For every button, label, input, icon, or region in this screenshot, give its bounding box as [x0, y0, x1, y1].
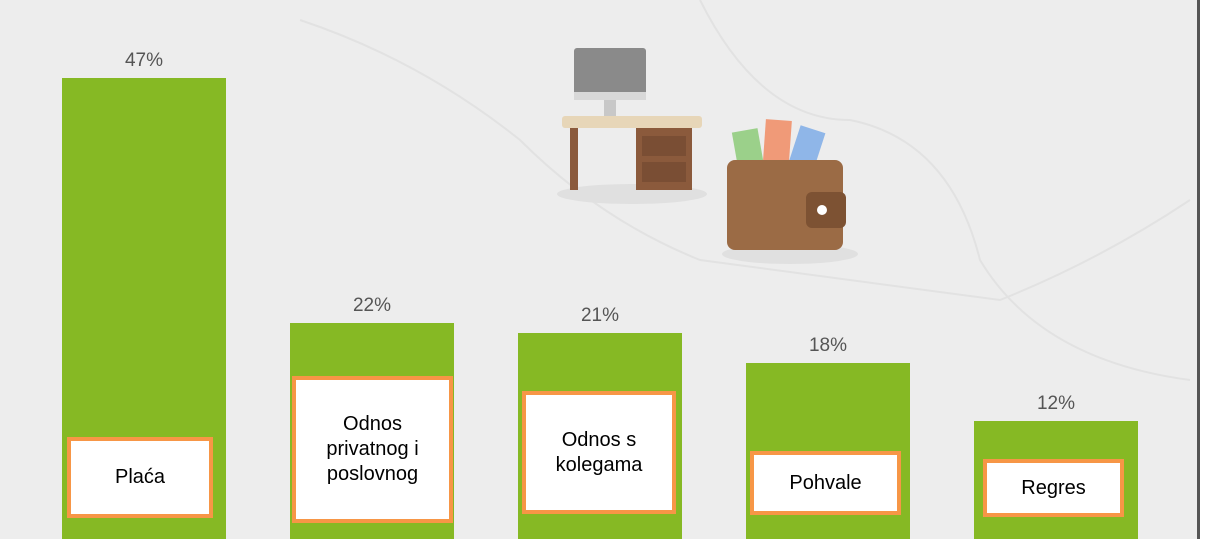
value-label: 22%	[352, 295, 392, 317]
value-label: 21%	[580, 305, 620, 327]
value-label: 47%	[124, 50, 164, 72]
value-label: 12%	[1036, 393, 1076, 415]
map-outline	[299, 19, 1191, 302]
category-label: Plaća	[67, 437, 213, 518]
drawer	[642, 162, 686, 182]
desk-leg	[570, 128, 578, 190]
category-label: Odnos privatnog i poslovnog	[292, 376, 453, 523]
wallet-button	[817, 205, 827, 215]
category-label: Regres	[983, 459, 1124, 517]
map-outline	[699, 0, 1191, 381]
margin	[1200, 0, 1212, 539]
edge	[1197, 0, 1200, 539]
value-label: 18%	[808, 334, 848, 356]
monitor-base	[574, 92, 646, 100]
monitor-stand	[604, 100, 616, 116]
drawer	[642, 136, 686, 156]
desk-top	[562, 116, 702, 128]
category-label: Pohvale	[750, 451, 901, 515]
monitor	[574, 48, 646, 100]
category-label: Odnos s kolegama	[522, 391, 676, 514]
